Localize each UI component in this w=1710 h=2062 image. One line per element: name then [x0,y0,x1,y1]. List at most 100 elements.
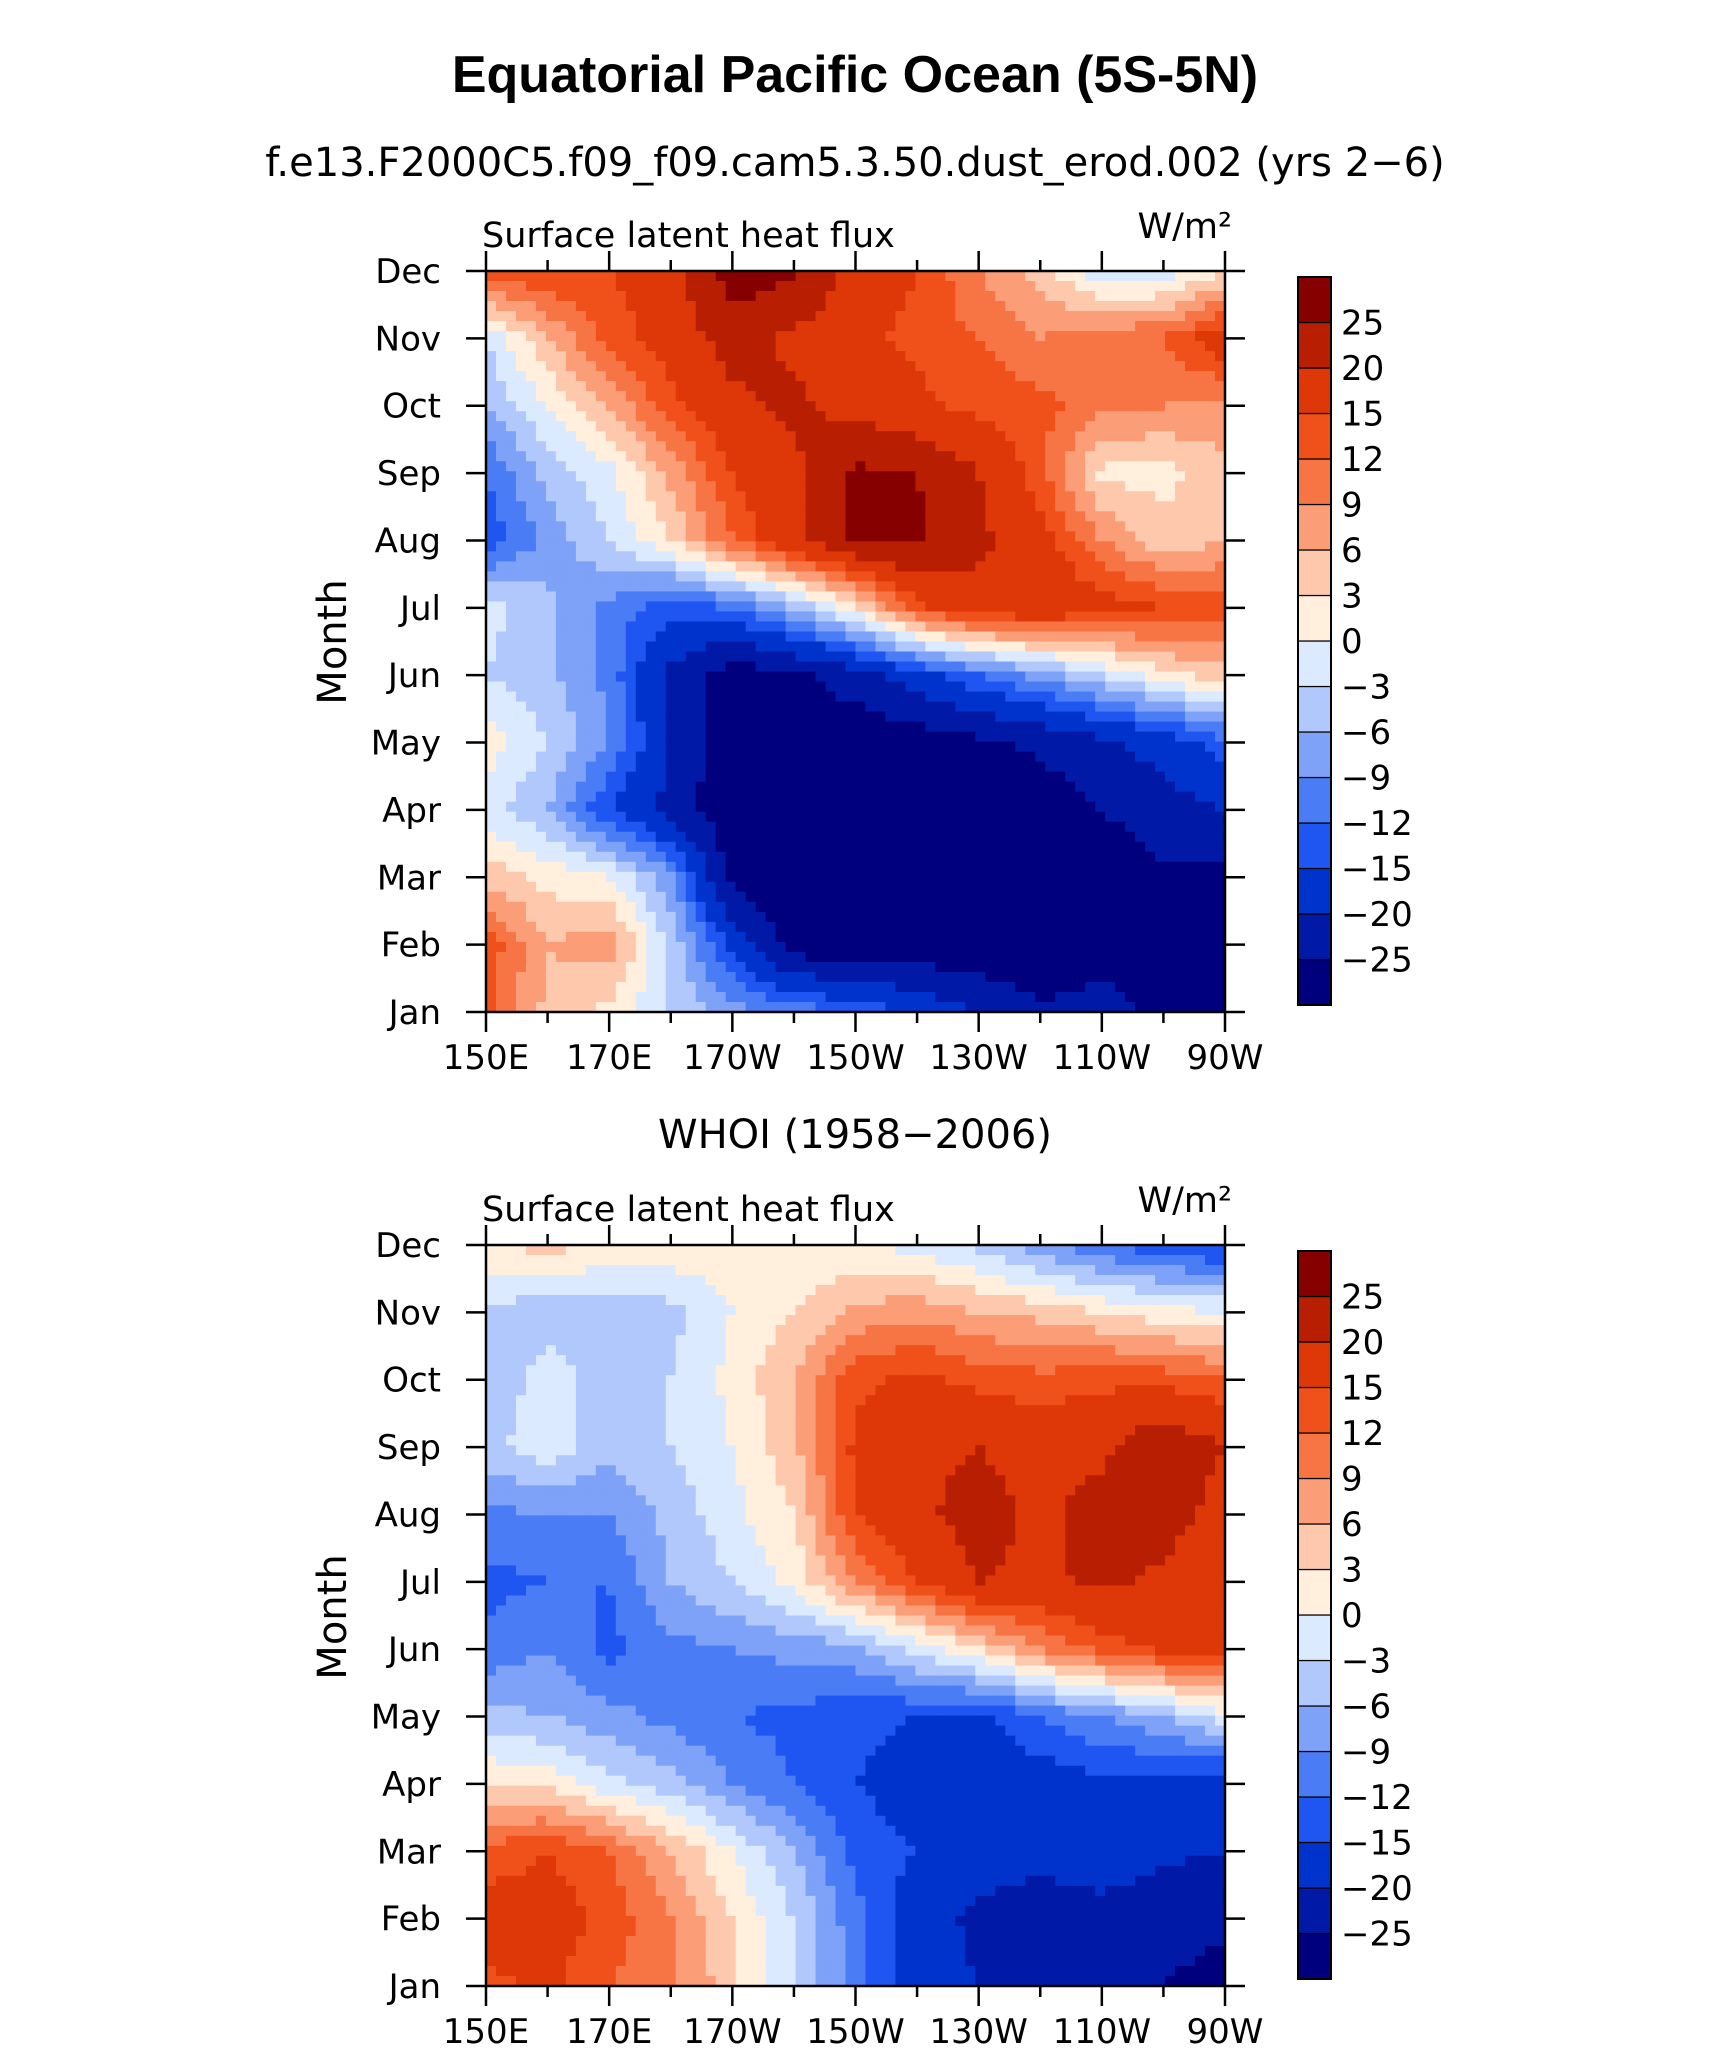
heatmap-cell [965,571,976,583]
heatmap-cell [1135,931,1146,943]
heatmap-cell [1215,491,1226,502]
heatmap-cell [1205,501,1216,512]
heatmap-cell [755,531,767,542]
heatmap-cell [905,381,917,392]
heatmap-cell [635,891,647,903]
heatmap-cell [925,781,936,793]
heatmap-cell [905,471,917,482]
heatmap-cell [705,491,717,502]
heatmap-cell [1035,771,1046,783]
heatmap-cell [905,371,917,382]
heatmap-cell [1095,611,1106,623]
heatmap-cell [945,691,956,703]
heatmap-cell [1055,531,1066,542]
heatmap-cell [525,581,537,593]
heatmap-cell [775,791,787,803]
heatmap-cell [565,941,577,953]
heatmap-cell [915,551,927,562]
heatmap-cell [805,691,817,703]
heatmap-cell [765,551,777,562]
heatmap-cell [1165,911,1176,923]
heatmap-cell [1155,361,1166,372]
heatmap-cell [1165,361,1176,372]
heatmap-cell [655,581,667,593]
heatmap-cell [925,501,936,512]
heatmap-cell [985,621,996,633]
heatmap-cell [775,761,787,773]
heatmap-cell [1115,291,1126,302]
heatmap-cell [895,891,907,903]
heatmap-cell [575,561,587,572]
heatmap-cell [755,391,767,402]
heatmap-cell [875,911,887,923]
heatmap-cell [495,771,507,783]
heatmap-cell [915,931,927,943]
heatmap-cell [975,781,986,793]
heatmap-cell [585,821,597,833]
heatmap-cell [885,361,897,372]
heatmap-cell [545,891,557,903]
heatmap-cell [625,521,637,532]
heatmap-cell [535,271,547,282]
heatmap-cell [1085,901,1096,913]
heatmap-cell [525,491,537,502]
heatmap-cell [695,521,707,532]
heatmap-cell [1135,291,1146,302]
heatmap-cell [855,831,867,843]
heatmap-cell [505,891,517,903]
heatmap-cell [825,371,837,382]
heatmap-cell [1205,901,1216,913]
heatmap-cell [745,561,757,572]
heatmap-cell [1165,881,1176,893]
heatmap-cell [555,881,567,893]
heatmap-cell [1085,491,1096,502]
heatmap-cell [486,701,497,713]
heatmap-cell [1185,901,1196,913]
heatmap-cell [635,521,647,532]
heatmap-cell [595,481,607,492]
heatmap-cell [955,681,966,693]
heatmap-cell [1185,321,1196,332]
heatmap-cell [655,561,667,572]
heatmap-cell [875,291,887,302]
heatmap-cell [595,671,607,683]
heatmap-cell [765,851,777,863]
heatmap-cell [995,331,1006,342]
heatmap-cell [555,521,567,532]
heatmap-cell [785,771,797,783]
heatmap-cell [555,511,567,522]
heatmap-cell [705,651,717,663]
heatmap-cell [995,301,1006,312]
heatmap-cell [615,941,627,953]
heatmap-cell [755,871,767,883]
heatmap-cell [1075,301,1086,312]
heatmap-cell [915,771,927,783]
heatmap-cell [895,301,907,312]
heatmap-cell [535,931,547,943]
heatmap-cell [1015,531,1026,542]
heatmap-cell [875,401,887,412]
heatmap-cell [965,911,976,923]
heatmap-cell [1135,451,1146,462]
heatmap-cell [725,691,737,703]
heatmap-cell [745,811,757,823]
heatmap-cell [725,551,737,562]
heatmap-cell [1165,501,1176,512]
heatmap-cell [935,711,946,723]
heatmap-cell [1055,931,1066,943]
heatmap-cell [1145,531,1156,542]
heatmap-cell [486,781,497,793]
heatmap-cell [935,451,946,462]
heatmap-cell [515,481,527,492]
heatmap-cell [1145,451,1156,462]
heatmap-cell [955,771,966,783]
heatmap-cell [915,601,927,613]
heatmap-cell [805,441,817,452]
heatmap-cell [1175,901,1186,913]
heatmap-cell [1055,761,1066,773]
heatmap-cell [805,761,817,773]
heatmap-cell [625,801,637,813]
heatmap-cell [1215,921,1226,933]
heatmap-cell [1095,271,1106,282]
heatmap-cell [1115,881,1126,893]
